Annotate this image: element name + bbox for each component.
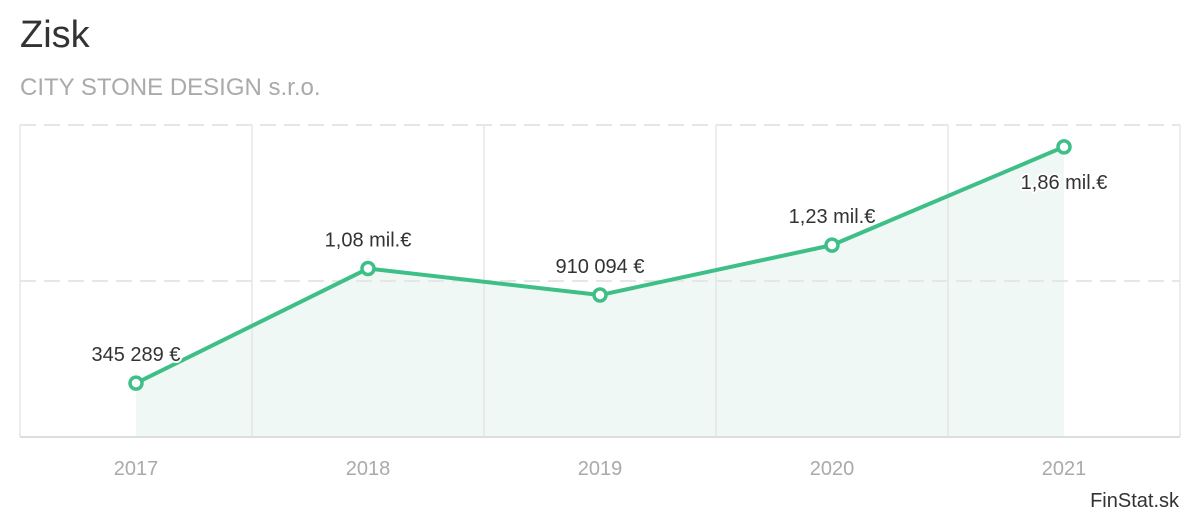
data-point bbox=[824, 237, 840, 253]
x-tick-label: 2017 bbox=[114, 458, 159, 480]
x-tick-label: 2020 bbox=[810, 458, 855, 480]
finstat-credit-link[interactable]: FinStat.sk bbox=[1090, 490, 1179, 512]
data-label: 1,86 mil.€ bbox=[1021, 172, 1108, 194]
data-label: 345 289 € bbox=[92, 344, 181, 366]
x-tick-label: 2021 bbox=[1042, 458, 1087, 480]
x-tick-label: 2019 bbox=[578, 458, 623, 480]
data-point bbox=[360, 260, 376, 277]
area-fill bbox=[136, 146, 1064, 437]
data-label: 1,23 mil.€ bbox=[789, 206, 876, 228]
data-point bbox=[1056, 139, 1072, 155]
data-label: 910 094 € bbox=[556, 256, 645, 278]
data-point bbox=[592, 287, 608, 303]
chart-title: Zisk bbox=[20, 14, 90, 56]
chart-subtitle: CITY STONE DESIGN s.r.o. bbox=[20, 74, 321, 101]
data-label: 1,08 mil.€ bbox=[325, 230, 412, 252]
x-tick-label: 2018 bbox=[346, 458, 391, 480]
data-point bbox=[128, 375, 144, 391]
